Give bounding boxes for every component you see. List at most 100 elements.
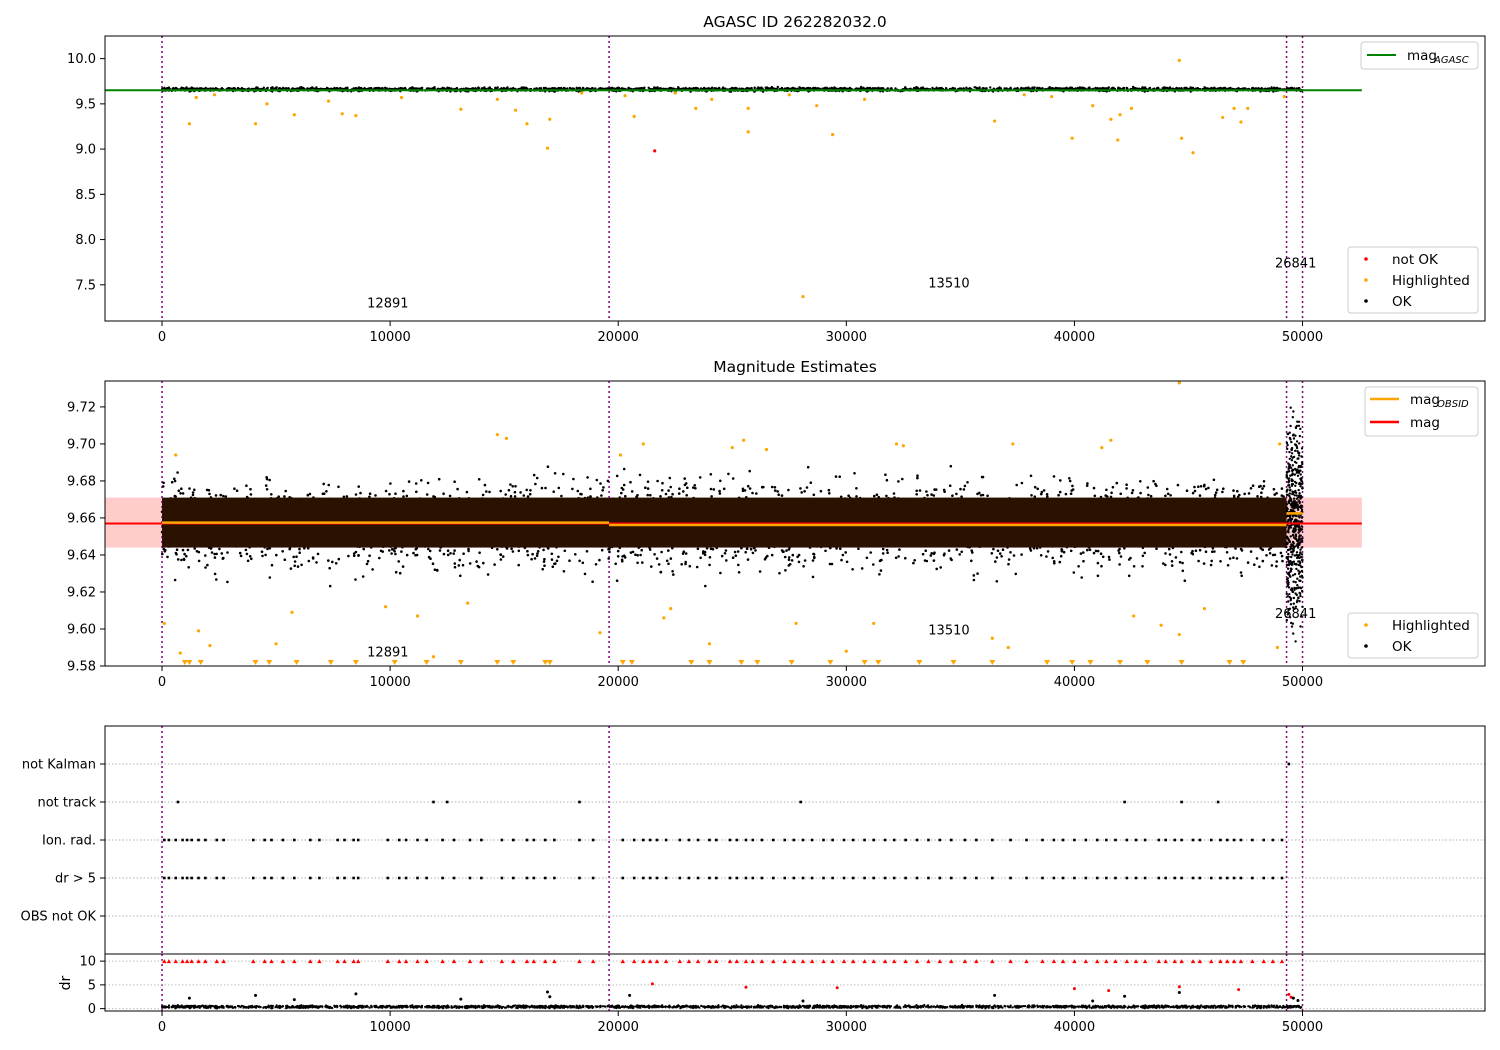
ok-point-point xyxy=(811,575,815,579)
ok-point-point xyxy=(912,561,915,565)
ok-point-point xyxy=(346,86,349,90)
ok-point-point xyxy=(501,555,505,558)
ok-point-point xyxy=(878,573,881,576)
ok-point-point xyxy=(869,551,872,554)
ok-point-point xyxy=(401,565,405,568)
ok-point-point xyxy=(246,559,250,563)
ok-point-point xyxy=(805,87,809,90)
ok-point-point xyxy=(248,555,252,558)
ok-point-point xyxy=(284,489,288,493)
ok-point-point xyxy=(629,480,632,484)
ok-point-point xyxy=(1099,552,1103,555)
ok-point-point xyxy=(244,548,248,552)
ok-point-point xyxy=(296,565,300,568)
ok-point-point xyxy=(641,561,644,564)
ok-point-point xyxy=(1020,481,1024,485)
ok-point-point xyxy=(1235,557,1239,560)
ok-point-point xyxy=(1175,86,1178,90)
ok-point-point xyxy=(1143,551,1146,555)
ok-point-point xyxy=(926,493,929,497)
highlighted-point xyxy=(1177,58,1181,63)
ok-point-point xyxy=(646,487,650,490)
ok-point-point xyxy=(543,557,546,561)
ok-point-point xyxy=(552,490,555,494)
ok-point-point xyxy=(224,495,228,498)
ok-point-point xyxy=(1185,489,1189,493)
ok-point-point xyxy=(857,547,860,551)
ok-point-point xyxy=(478,551,481,554)
ok-point-point xyxy=(462,552,465,555)
ok-point-point xyxy=(185,554,188,558)
ok-point-point xyxy=(595,478,599,482)
ok-point-point xyxy=(433,87,436,90)
highlighted-point xyxy=(992,119,997,123)
ok-point-point xyxy=(638,473,642,477)
ok-point-point xyxy=(1139,491,1142,495)
ok-point-point xyxy=(1130,491,1134,495)
ok-point-point xyxy=(1107,555,1111,559)
ok-point-point xyxy=(1249,550,1253,553)
ok-point-point xyxy=(397,560,401,563)
ok-point-point xyxy=(509,483,512,486)
highlighted-point xyxy=(194,95,198,100)
not-ok-point xyxy=(653,149,657,153)
ok-point-point xyxy=(709,473,713,476)
legend-mag-agasc-subscript: AGASC xyxy=(1433,55,1469,66)
ok-point-point xyxy=(812,493,816,497)
ok-point-point xyxy=(773,489,777,492)
ok-point-point xyxy=(885,494,888,498)
ok-point-point xyxy=(677,86,680,89)
ok-point-point xyxy=(1030,494,1033,497)
ok-point-point xyxy=(1293,87,1296,90)
ok-point-point xyxy=(388,492,391,496)
ok-point-point xyxy=(482,561,485,565)
highlighted-point xyxy=(354,114,358,118)
ok-point-point xyxy=(533,557,537,560)
ok-point-point xyxy=(485,490,488,493)
ok-point-point xyxy=(932,559,936,562)
ok-point-point xyxy=(1039,554,1043,557)
y-tick-label: 8.5 xyxy=(75,188,96,203)
ok-point-point xyxy=(166,555,169,559)
ok-point-point xyxy=(457,564,461,567)
ok-point-point xyxy=(723,552,727,555)
ok-point-point xyxy=(575,86,578,90)
highlighted-point xyxy=(623,94,627,98)
ok-point-point xyxy=(442,492,445,496)
ok-point-point xyxy=(1012,554,1016,557)
ok-point-point xyxy=(1180,87,1183,90)
x-tick-label: 10000 xyxy=(369,330,410,345)
highlighted-point xyxy=(253,122,258,126)
agasc-title: AGASC ID 262282032.0 xyxy=(703,13,887,31)
highlighted-point xyxy=(212,93,217,97)
ok-point-point xyxy=(1164,86,1167,89)
ok-point-point xyxy=(555,559,559,563)
ok-point-point xyxy=(235,489,239,493)
ok-point-point xyxy=(477,86,481,90)
ok-point-point xyxy=(385,87,388,90)
ok-point-point xyxy=(1213,86,1216,89)
ok-point-point xyxy=(770,85,774,89)
ok-point-point xyxy=(1181,569,1185,573)
ok-point-point xyxy=(989,86,992,89)
ok-point-point xyxy=(1129,556,1132,560)
ok-point-point xyxy=(347,554,350,558)
ok-point-point xyxy=(702,550,705,553)
ok-point-point xyxy=(865,556,869,560)
ok-point-point xyxy=(731,556,735,559)
highlighted-point xyxy=(1118,113,1122,117)
ok-point-point xyxy=(1139,480,1142,483)
highlighted-point xyxy=(1239,120,1243,124)
ok-point-point xyxy=(1149,494,1153,498)
ok-point-point xyxy=(743,489,747,492)
ok-point-point xyxy=(456,487,459,491)
ok-point-point xyxy=(298,87,301,90)
ok-point-point xyxy=(1246,561,1250,564)
ok-point-point xyxy=(335,87,339,90)
ok-point-point xyxy=(970,559,973,563)
ok-point-point xyxy=(331,560,334,564)
ok-point-point xyxy=(753,86,756,89)
ok-point-point xyxy=(699,556,702,560)
ok-point-point xyxy=(976,572,979,575)
ok-point-point xyxy=(624,494,627,498)
